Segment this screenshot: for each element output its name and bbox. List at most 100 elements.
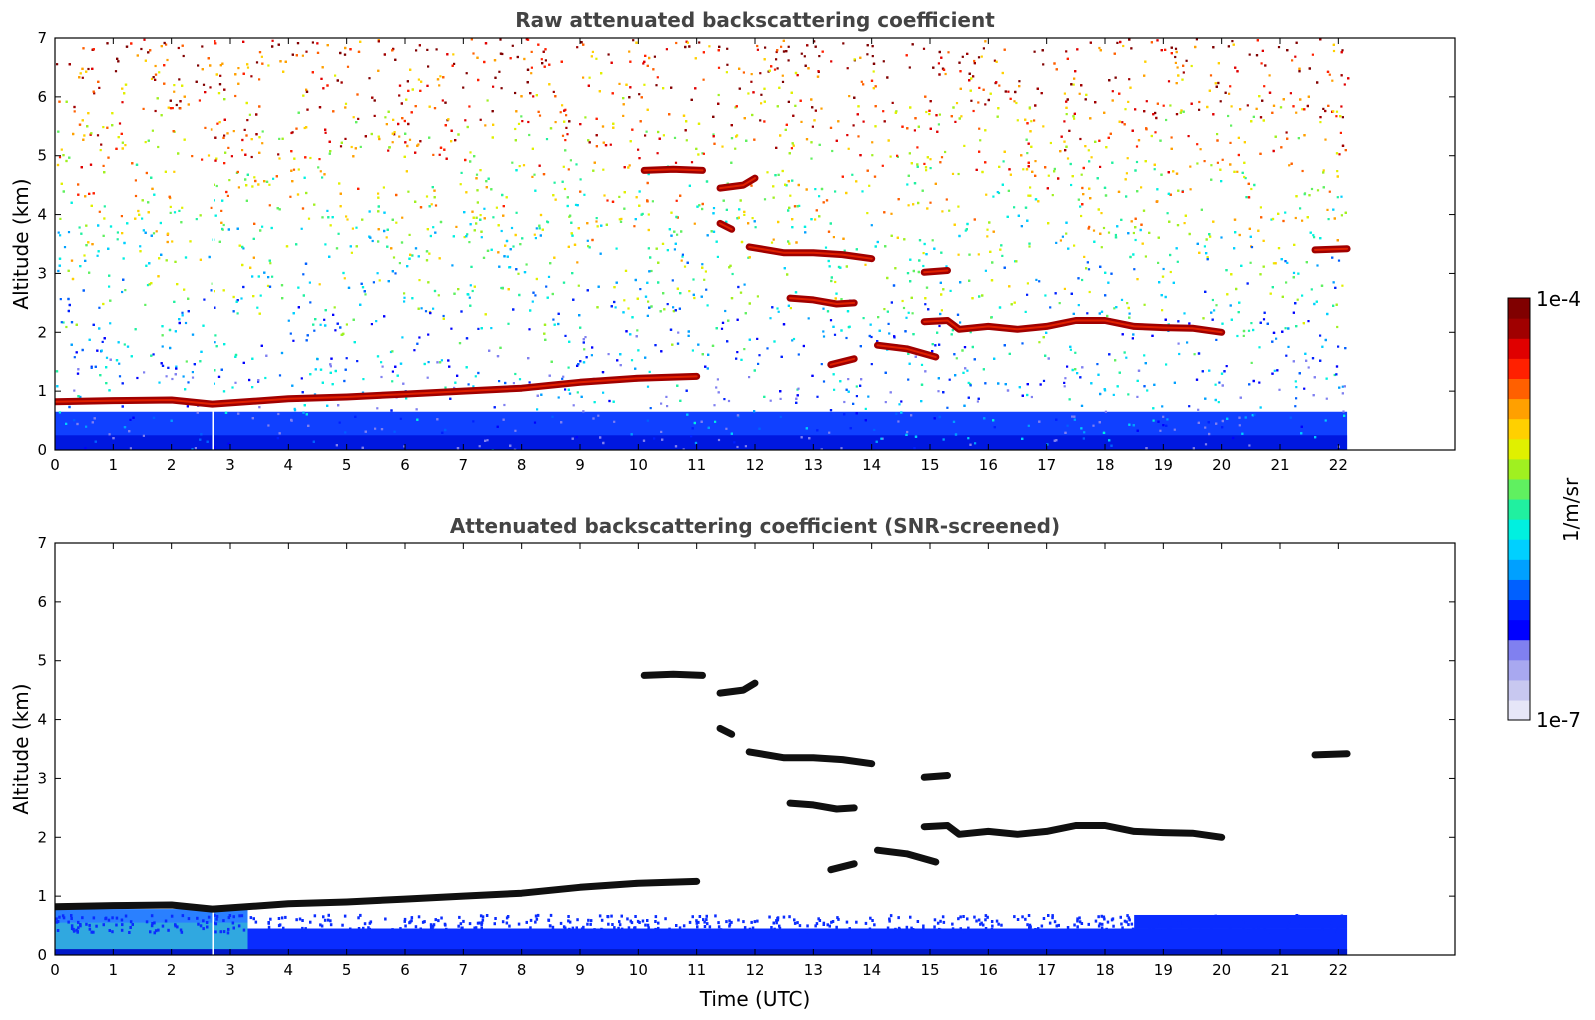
bottom-x-tick-label: 21: [1270, 961, 1289, 979]
top-data-gap: [212, 38, 214, 450]
colorbar-step: [1508, 358, 1530, 379]
bottom-cloud-1.7km: [874, 846, 940, 866]
colorbar-step: [1508, 418, 1530, 440]
top-y-tick-label: 2: [37, 323, 47, 341]
bottom-y-tick-label: 6: [37, 593, 47, 611]
colorbar-step: [1508, 619, 1530, 641]
top-plot-frame: [54, 37, 1456, 451]
bottom-cloud-1.45km: [827, 860, 858, 874]
top-x-tick-label: 12: [745, 456, 764, 474]
bottom-x-tick-label: 4: [284, 961, 294, 979]
top-y-tick-label: 3: [37, 264, 47, 282]
bottom-y-tick-label: 7: [37, 534, 47, 552]
bottom-x-tick-label: 10: [629, 961, 648, 979]
bottom-x-tick-label: 1: [109, 961, 119, 979]
bottom-y-tick-label: 5: [37, 652, 47, 670]
bottom-x-tick-label: 14: [862, 961, 881, 979]
bottom-x-tick-label: 16: [979, 961, 998, 979]
top-y-tick-label: 6: [37, 88, 47, 106]
colorbar-step: [1508, 519, 1530, 540]
bottom-x-tick-label: 22: [1329, 961, 1348, 979]
top-cloud-2.55km-core: [789, 297, 856, 306]
bottom-panel: Attenuated backscattering coefficient (S…: [9, 514, 1456, 1011]
bottom-cloud-layers: [55, 670, 1351, 913]
top-cloud-2.1km-core: [923, 319, 1223, 334]
colorbar-step: [1508, 559, 1530, 580]
top-x-tick-label: 13: [804, 456, 823, 474]
colorbar-step: [1508, 659, 1530, 681]
top-cloud-1.45km-core: [829, 357, 856, 366]
top-x-tick-label: 18: [1095, 456, 1114, 474]
bottom-cloud-3.8km: [716, 724, 736, 738]
top-x-tick-label: 11: [687, 456, 706, 474]
top-x-tick-label: 1: [109, 456, 119, 474]
top-cloud-3.8km-core: [719, 222, 733, 231]
top-x-tick-label: 10: [629, 456, 648, 474]
bottom-y-tick-label: 1: [37, 887, 47, 905]
bottom-x-tick-label: 15: [920, 961, 939, 979]
top-y-tick-label: 0: [37, 441, 47, 459]
top-x-tick-label: 9: [575, 456, 585, 474]
top-cloud-1.7km-core: [876, 344, 937, 358]
colorbar-step: [1508, 318, 1530, 339]
bottom-y-axis: 0 1 2 3 4 5 6 7: [37, 534, 1455, 964]
bottom-x-tick-label: 17: [1037, 961, 1056, 979]
top-y-tick-label: 5: [37, 147, 47, 165]
colorbar-step: [1508, 639, 1530, 661]
bottom-x-tick-label: 20: [1212, 961, 1231, 979]
top-heatmap: [55, 38, 1350, 450]
bottom-cloud-3.4km-late: [1311, 750, 1351, 759]
top-y-tick-label: 7: [37, 29, 47, 47]
top-x-axis: 0 1 2 3 4 5 6 7 8 9 10 11 12 13 14 15 16 17 18 19 20 21 22: [50, 38, 1348, 474]
top-y-tick-label: 4: [37, 206, 47, 224]
top-x-tick-label: 4: [284, 456, 294, 474]
top-surface-band-dense: [55, 435, 1348, 450]
bottom-heatmap: [55, 543, 1348, 955]
bottom-x-tick-label: 8: [517, 961, 527, 979]
top-cloud-3.4km-core: [748, 245, 873, 260]
top-cloud-layers: [55, 165, 1351, 408]
top-x-tick-label: 7: [459, 456, 469, 474]
bottom-cloud-4.7km: [640, 670, 706, 679]
bottom-x-tick-label: 18: [1095, 961, 1114, 979]
top-noise-speckle: [55, 38, 1350, 450]
colorbar-frame: [1507, 297, 1531, 721]
top-x-tick-label: 6: [400, 456, 410, 474]
top-x-tick-label: 3: [225, 456, 235, 474]
bottom-surface-band-dense: [55, 949, 1348, 955]
colorbar-unit-label: 1/m/sr: [1559, 477, 1583, 542]
bottom-x-axis-label: Time (UTC): [699, 987, 811, 1011]
top-x-tick-label: 19: [1154, 456, 1173, 474]
bottom-y-tick-label: 0: [37, 946, 47, 964]
bottom-x-tick-label: 12: [745, 961, 764, 979]
bottom-y-tick-label: 3: [37, 769, 47, 787]
bottom-x-tick-label: 7: [459, 961, 469, 979]
bottom-y-tick-label: 2: [37, 828, 47, 846]
colorbar-step: [1508, 378, 1530, 400]
top-x-tick-label: 16: [979, 456, 998, 474]
colorbar: 1e-4 1e-7 1/m/sr: [1507, 287, 1583, 732]
bottom-x-tick-label: 2: [167, 961, 177, 979]
top-y-axis: 0 1 2 3 4 5 6 7: [37, 29, 1455, 459]
bottom-x-tick-label: 6: [400, 961, 410, 979]
top-cloud-2.1km: [920, 317, 1226, 336]
top-panel: Raw attenuated backscattering coefficien…: [9, 8, 1456, 474]
bottom-x-tick-label: 9: [575, 961, 585, 979]
colorbar-step: [1508, 398, 1530, 420]
colorbar-step: [1508, 699, 1530, 721]
bottom-boundary-layer-top: [55, 877, 701, 913]
bottom-x-axis: 0 1 2 3 4 5 6 7 8 9 10 11 12 13 14 15 16 17 18 19 20 21 22: [50, 543, 1348, 979]
top-cloud-4.5km-core: [719, 177, 756, 190]
top-x-tick-label: 5: [342, 456, 352, 474]
bottom-cloud-4.5km: [716, 679, 759, 697]
top-x-tick-label: 0: [50, 456, 60, 474]
colorbar-step: [1508, 338, 1530, 359]
top-y-axis-label: Altitude (km): [9, 178, 33, 309]
top-x-tick-label: 22: [1329, 456, 1348, 474]
colorbar-step: [1508, 599, 1530, 621]
colorbar-min-label: 1e-7: [1536, 708, 1581, 732]
bottom-cloud-3.05km: [920, 772, 951, 781]
colorbar-step: [1508, 458, 1530, 480]
top-x-tick-label: 15: [920, 456, 939, 474]
